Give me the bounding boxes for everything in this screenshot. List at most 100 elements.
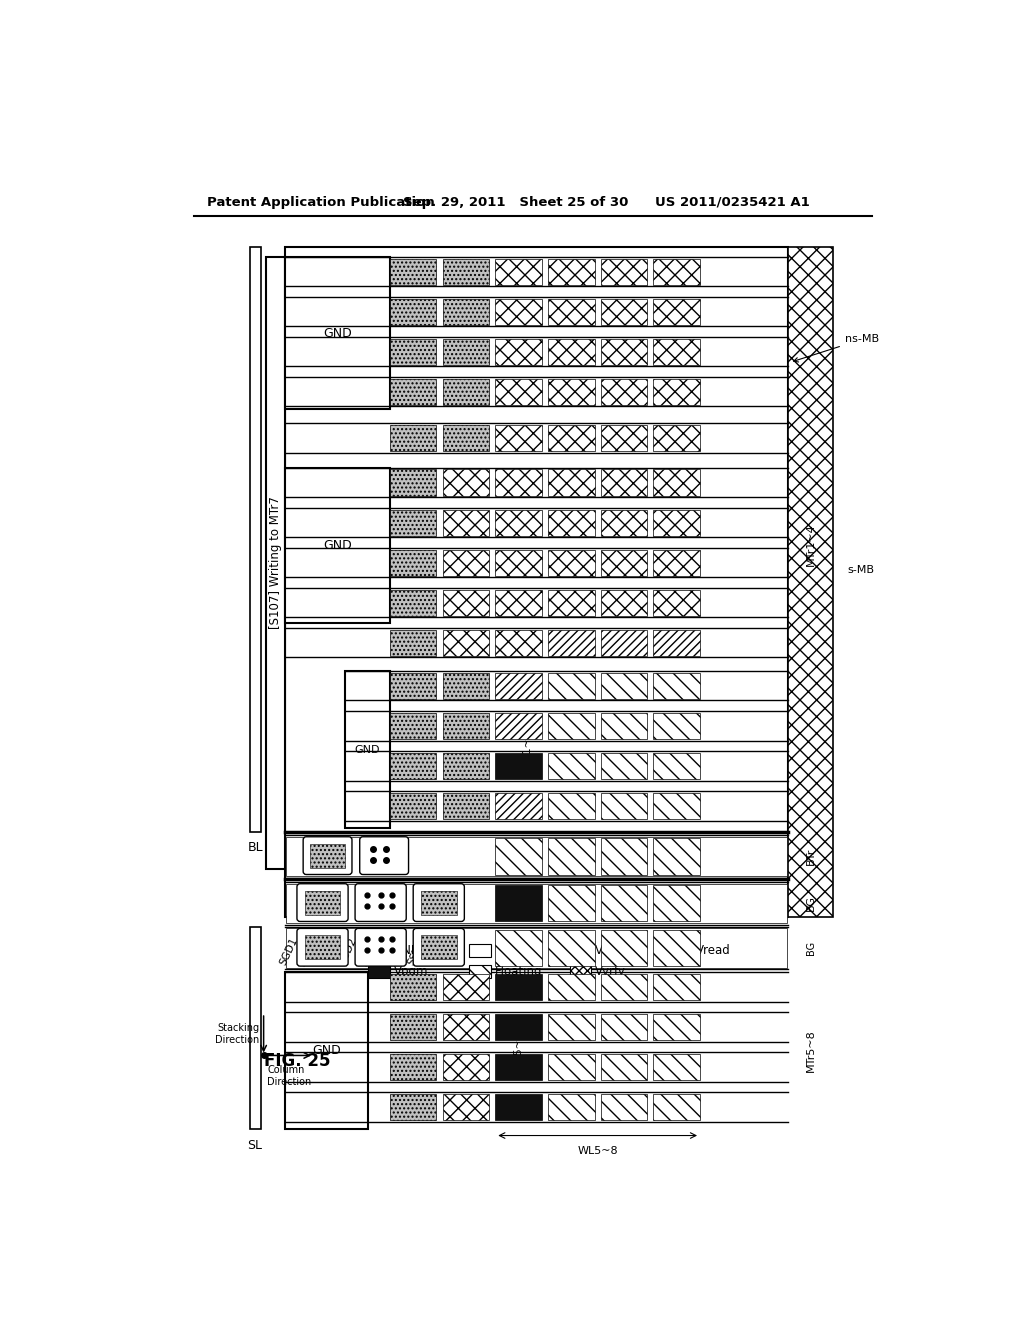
Bar [305,891,340,915]
Text: SSTr1: SSTr1 [407,936,428,966]
Bar [496,259,542,285]
Bar [442,1014,489,1040]
Bar [653,713,700,739]
Bar [496,379,542,405]
Bar [496,1014,542,1040]
Bar [285,257,390,409]
Bar [601,1053,647,1080]
Bar [496,793,542,818]
Bar [548,713,595,739]
Text: SGD1: SGD1 [279,936,300,968]
Bar [653,1014,700,1040]
Bar [653,590,700,615]
Bar [390,590,436,615]
FancyBboxPatch shape [297,884,348,921]
Bar [653,929,700,966]
Text: GND: GND [312,1044,341,1057]
Bar [390,470,436,495]
Bar [496,1094,542,1121]
Bar [496,929,542,966]
Bar [442,259,489,285]
Text: SGS1: SGS1 [317,936,339,966]
Bar [390,379,436,405]
Bar [653,339,700,364]
Bar [569,965,592,978]
Bar [390,298,436,325]
Text: SGS2: SGS2 [384,936,404,966]
Bar [496,713,542,739]
Bar [601,929,647,966]
FancyBboxPatch shape [359,837,409,874]
Bar [548,1053,595,1080]
Bar [496,298,542,325]
Text: SDTr2: SDTr2 [359,936,381,968]
Bar [548,339,595,364]
Bar [601,259,647,285]
Bar [653,298,700,325]
Bar [496,339,542,364]
Bar [390,339,436,364]
Bar [601,886,647,921]
Bar [496,974,542,1001]
Text: BG: BG [806,895,816,911]
FancyBboxPatch shape [297,928,348,966]
Bar [345,671,390,829]
Text: SSTr2: SSTr2 [430,936,452,966]
Bar [548,673,595,700]
FancyBboxPatch shape [414,928,464,966]
Bar [548,470,595,495]
Bar [496,1053,542,1080]
Text: Stacking
Direction: Stacking Direction [215,1023,260,1044]
Bar [548,425,595,451]
Bar [548,590,595,615]
Bar [442,793,489,818]
Bar [496,425,542,451]
Bar [496,590,542,615]
Bar [601,974,647,1001]
Text: WL1~4: WL1~4 [522,731,532,768]
Bar [390,713,436,739]
Bar [285,973,369,1130]
Bar [305,936,340,960]
Bar [601,549,647,576]
Bar [548,1094,595,1121]
Text: MTr5~8: MTr5~8 [806,1030,816,1072]
Bar [390,974,436,1001]
Text: Column
Direction: Column Direction [267,1065,311,1088]
Bar [601,752,647,779]
Text: BL: BL [247,841,263,854]
Bar [548,1014,595,1040]
Bar [653,470,700,495]
Bar [442,1053,489,1080]
Bar [285,247,788,917]
Bar [601,379,647,405]
Bar [548,259,595,285]
Bar [548,630,595,656]
Bar [442,673,489,700]
Text: US 2011/0235421 A1: US 2011/0235421 A1 [655,195,810,209]
Bar [390,673,436,700]
Bar [442,1094,489,1121]
Bar [442,470,489,495]
Bar [442,339,489,364]
Text: Vvrfy: Vvrfy [595,965,627,978]
Bar [548,379,595,405]
Bar [469,965,490,978]
Bar [653,425,700,451]
Bar [601,673,647,700]
Bar [390,1094,436,1121]
Bar [548,298,595,325]
Bar [601,470,647,495]
Bar [548,886,595,921]
Bar [390,793,436,818]
Text: Vdd: Vdd [495,944,517,957]
Bar [286,837,786,876]
Bar [469,944,490,957]
FancyBboxPatch shape [355,884,407,921]
Bar [496,838,542,875]
FancyBboxPatch shape [355,928,407,966]
Bar [266,257,285,869]
Text: GND: GND [323,326,351,339]
Bar [390,549,436,576]
Bar [390,259,436,285]
